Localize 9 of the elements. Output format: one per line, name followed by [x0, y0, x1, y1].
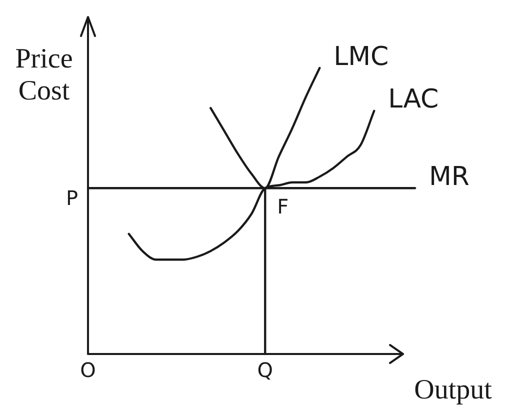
series-label: LMC: [334, 42, 389, 72]
text: P: [66, 186, 78, 210]
annotation: F: [277, 194, 289, 218]
series-label: MR: [429, 162, 470, 192]
series-label: LAC: [388, 84, 439, 115]
x-tick-label: Q: [257, 358, 273, 382]
x-axis-title: Output: [414, 374, 492, 406]
y-axis-title: Price Cost: [15, 43, 73, 106]
x-tick-label: O: [80, 358, 96, 382]
